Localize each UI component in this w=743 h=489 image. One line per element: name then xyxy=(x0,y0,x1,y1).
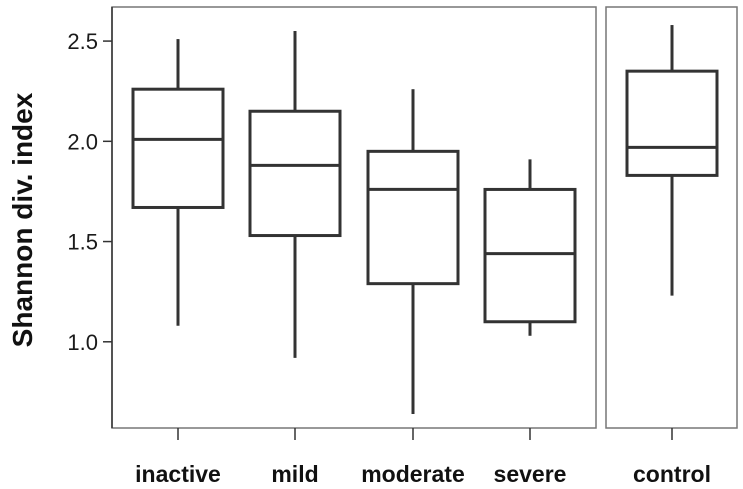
x-tick-label-mild: mild xyxy=(271,461,318,487)
y-tick-label: 2.0 xyxy=(67,129,98,154)
x-tick-label-severe: severe xyxy=(494,461,567,487)
y-axis-title: Shannon div. index xyxy=(7,92,38,347)
panel-frame xyxy=(111,6,597,429)
x-tick-label-inactive: inactive xyxy=(135,461,221,487)
box-body xyxy=(131,87,225,209)
y-tick-label: 1.0 xyxy=(67,330,98,355)
box-body xyxy=(248,109,342,238)
box-severe xyxy=(483,159,577,336)
box-mild xyxy=(248,31,342,358)
y-tick-label: 1.5 xyxy=(67,230,98,255)
x-tick-label-control: control xyxy=(633,461,711,487)
y-tick-label: 2.5 xyxy=(67,29,98,54)
y-axis: 1.0 1.5 2.0 2.5 xyxy=(67,7,113,428)
x-tick-label-moderate: moderate xyxy=(361,461,465,487)
box-body xyxy=(625,69,719,177)
boxes-layer xyxy=(131,25,719,414)
x-axis: inactive mild moderate severe control xyxy=(135,428,711,487)
box-control xyxy=(625,25,719,296)
box-moderate xyxy=(366,89,460,414)
box-body xyxy=(366,149,460,286)
box-inactive xyxy=(131,39,225,326)
box-body xyxy=(483,187,577,324)
